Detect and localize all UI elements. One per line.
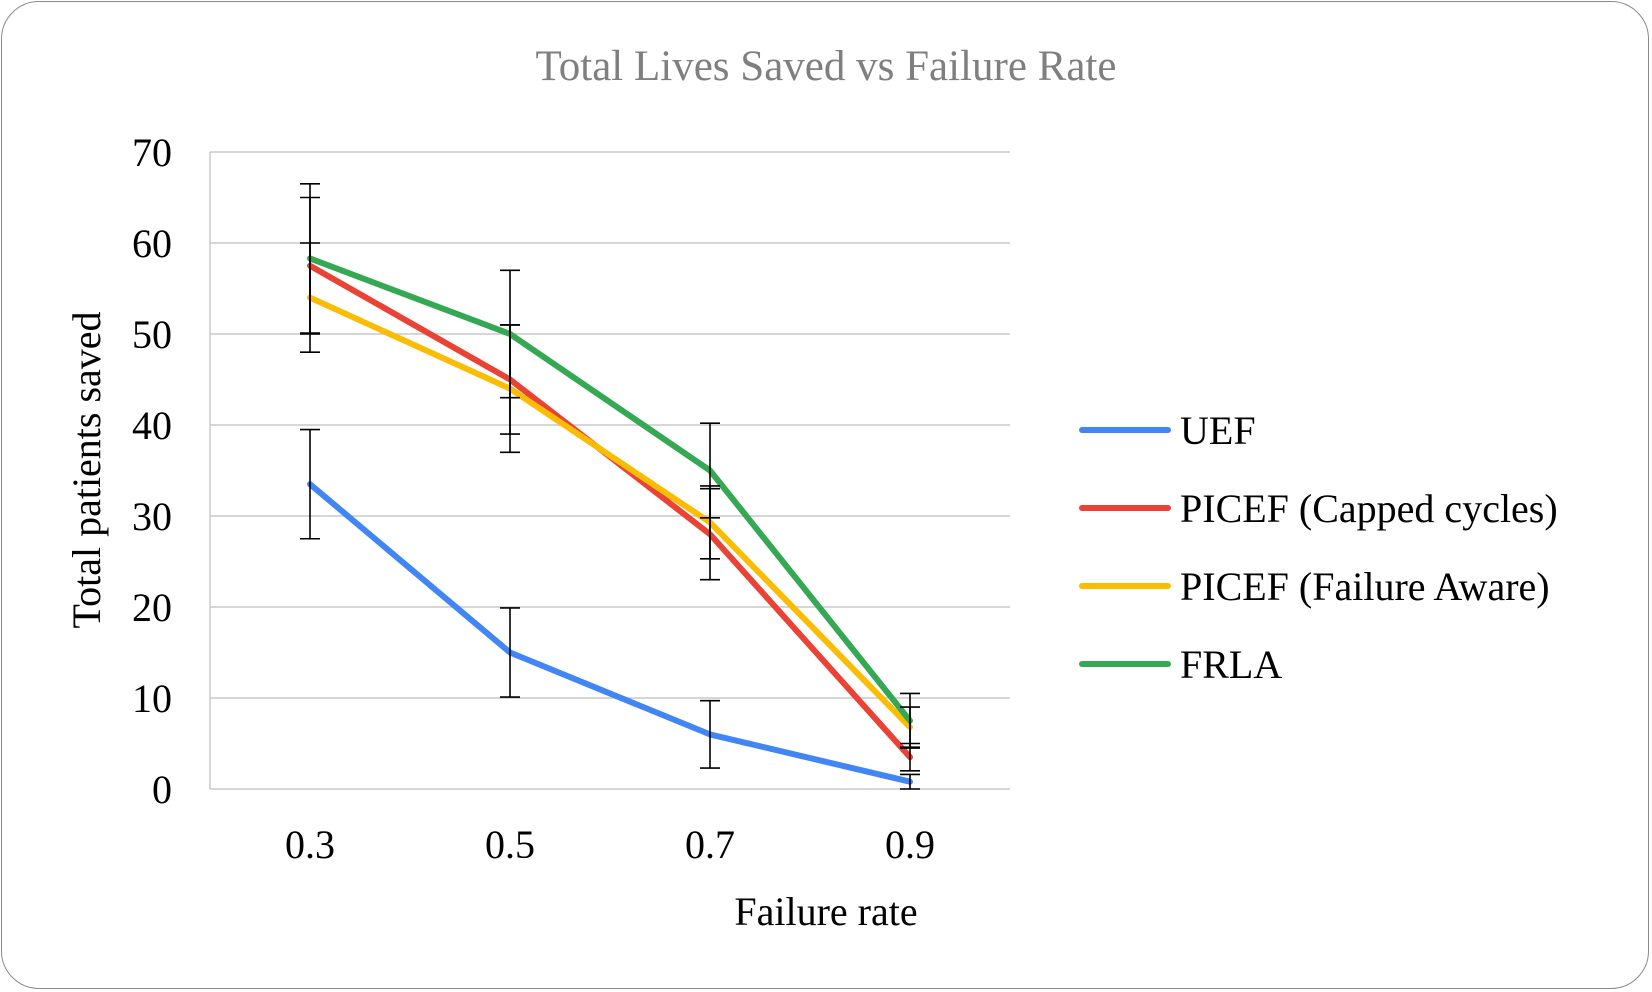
- series-line-3: [307, 255, 913, 724]
- error-bar: [500, 607, 520, 698]
- x-tick-label: 0.3: [285, 822, 335, 867]
- x-axis-ticks: 0.3 0.5 0.7 0.9: [285, 822, 935, 867]
- error-bars: [300, 183, 920, 790]
- error-bar: [300, 428, 320, 540]
- x-tick-label: 0.5: [485, 822, 535, 867]
- y-tick-label: 30: [132, 494, 172, 539]
- legend-item: UEF: [1079, 408, 1256, 453]
- legend: UEF PICEF (Capped cycles) PICEF (Failure A…: [1079, 408, 1558, 687]
- y-tick-label: 60: [132, 221, 172, 266]
- error-bar: [300, 183, 320, 334]
- y-tick-label: 10: [132, 676, 172, 721]
- legend-item: PICEF (Failure Aware): [1079, 564, 1550, 609]
- legend-label: FRLA: [1180, 642, 1282, 687]
- error-bar: [900, 692, 920, 749]
- series-line-2: [307, 294, 913, 731]
- error-bar: [900, 773, 920, 790]
- y-axis-title: Total patients saved: [64, 311, 109, 628]
- legend-item: FRLA: [1079, 642, 1282, 687]
- gridlines: [209, 151, 1010, 790]
- x-axis-title: Failure rate: [734, 889, 917, 934]
- y-tick-label: 0: [152, 767, 172, 812]
- error-bar: [700, 699, 720, 769]
- series-line-0: [307, 481, 913, 785]
- legend-label: UEF: [1180, 408, 1256, 453]
- error-bar: [500, 269, 520, 399]
- error-bar: [700, 422, 720, 519]
- y-tick-label: 70: [132, 130, 172, 175]
- y-tick-label: 40: [132, 403, 172, 448]
- x-tick-label: 0.9: [885, 822, 935, 867]
- chart-title: Total Lives Saved vs Failure Rate: [536, 43, 1117, 90]
- series-lines: [307, 255, 913, 785]
- x-tick-label: 0.7: [685, 822, 735, 867]
- legend-item: PICEF (Capped cycles): [1079, 486, 1558, 531]
- y-tick-label: 50: [132, 312, 172, 357]
- y-tick-label: 20: [132, 585, 172, 630]
- legend-label: PICEF (Failure Aware): [1180, 564, 1550, 609]
- legend-label: PICEF (Capped cycles): [1180, 486, 1558, 531]
- y-axis-ticks: 0 10 20 30 40 50 60 70: [132, 130, 172, 812]
